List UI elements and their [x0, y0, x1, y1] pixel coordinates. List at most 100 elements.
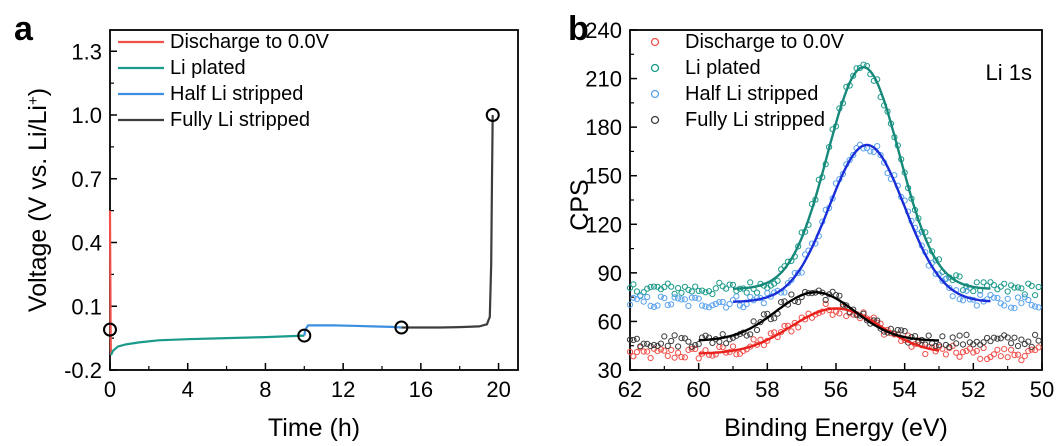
panel-b-legend-label: Fully Li stripped [685, 109, 825, 131]
panel-b-data-point [990, 282, 998, 289]
panel-b-data-point [1001, 346, 1008, 353]
panel-a-state-marker [297, 328, 312, 343]
panel-b-data-point [692, 294, 699, 301]
panel-b-data-point [778, 299, 785, 306]
panel-a-legend-label: Discharge to 0.0V [170, 31, 330, 53]
panel-b-data-point [750, 318, 757, 325]
panel-b-data-point [980, 279, 987, 286]
panel-a-x-axis-title: Time (h) [268, 414, 360, 442]
panel-a-x-tick-label: 0 [104, 377, 116, 402]
panel-b-data-point [630, 294, 637, 301]
panel-a: a 0 4 8 12 16 20 -0.2 0.1 0.4 0.7 1.0 1.3 Discharge… [14, 10, 519, 442]
panel-a-plot-frame [109, 29, 519, 371]
panel-b-data-point [1021, 353, 1028, 360]
panel-b-data-point [671, 290, 678, 297]
panel-b-data-point [626, 336, 634, 343]
panel-b-y-tick-label: 120 [585, 212, 622, 237]
panel-b-data-point [733, 293, 740, 300]
panel-b-data-point [675, 285, 682, 292]
panel-a-y-tick-label: 0.4 [71, 231, 102, 256]
panel-b-data-point [626, 301, 634, 308]
panel-b-data-point [959, 287, 967, 294]
panel-b-data-point [719, 344, 726, 351]
panel-b-data-point [675, 343, 682, 350]
panel-a-legend-label: Half Li stripped [170, 83, 303, 105]
panel-b-data-point [705, 304, 713, 311]
panel-a-legend: Discharge to 0.0V Li plated Half Li stripp… [118, 31, 330, 131]
panel-b-data-point [1004, 334, 1011, 341]
panel-b-data-point [657, 340, 665, 347]
panel-b-data-point [712, 285, 719, 292]
panel-b-data-point [987, 279, 994, 286]
panel-b-data-point [743, 332, 750, 339]
panel-b-fit-line-0 [698, 307, 940, 355]
panel-a-x-tick-label: 4 [182, 377, 194, 402]
panel-b-data-point [650, 303, 658, 310]
panel-b-data-point [997, 335, 1004, 342]
panel-b-data-point [747, 279, 754, 286]
panel-b-fit-line-2 [733, 143, 991, 303]
panel-b-data-point [959, 297, 967, 304]
panel-b-data-point [949, 334, 956, 341]
panel-b-x-tick-label: 56 [824, 377, 848, 402]
panel-b-data-point [729, 343, 737, 350]
panel-b-data-point [1032, 303, 1039, 310]
panel-b-data-point [990, 351, 998, 358]
panel-b-data-point [1032, 331, 1039, 338]
panel-b-data-point [647, 354, 654, 362]
panel-b-data-point [987, 291, 994, 299]
panel-b-data-point [959, 341, 967, 348]
panel-b-data-point [626, 348, 634, 355]
panel-b-data-point [939, 345, 946, 352]
panel-b-data-point [723, 304, 730, 311]
panel-b-data-point [1028, 346, 1035, 353]
panel-b-legend-marker [650, 63, 660, 73]
panel-b-data-point [836, 292, 843, 299]
panel-b-data-point [980, 344, 987, 352]
panel-a-state-marker [394, 320, 409, 335]
panel-b-data-point [695, 341, 702, 348]
panel-b-data-point [716, 279, 723, 286]
panel-b-legend: Discharge to 0.0V Li plated Half Li stripp… [650, 31, 845, 131]
panel-b-data-point [956, 353, 963, 360]
panel-b-data-point [970, 288, 977, 295]
panel-b-data-point [657, 293, 665, 300]
panel-b-plot-frame [629, 29, 1043, 371]
panel-b-data-point [671, 332, 678, 339]
panel-b-y-tick-label: 150 [585, 164, 622, 189]
panel-b-data-point [788, 328, 795, 335]
panel-b-data-point [1018, 285, 1025, 292]
panel-b-data-point [661, 347, 668, 354]
panel-b-data-point [997, 353, 1004, 360]
panel-b-data-point [925, 332, 932, 339]
panel-a-y-tick-label: 1.0 [71, 103, 102, 128]
panel-b-data-point [771, 315, 778, 322]
panel-b-data-point [681, 354, 689, 361]
panel-a-series-layer [108, 114, 494, 356]
panel-b-data-point [709, 302, 716, 309]
panel-b-data-point [1032, 292, 1039, 299]
panel-b-data-point [695, 355, 702, 362]
panel-b-data-point [685, 286, 692, 293]
panel-b-data-point [932, 342, 939, 350]
panel-b-data-point [671, 294, 678, 301]
panel-b-data-point [664, 342, 671, 349]
panel-b-data-point [681, 296, 689, 303]
panel-b-data-point [877, 152, 884, 159]
panel-b-annotation: Li 1s [986, 60, 1032, 85]
panel-b-data-point [959, 349, 967, 356]
panel-b-data-point [661, 295, 668, 302]
panel-b-data-point [1008, 340, 1015, 347]
panel-b-data-point [1025, 296, 1032, 304]
panel-a-markers [103, 108, 500, 343]
panel-b-data-point [699, 287, 706, 294]
panel-b-data-point [753, 326, 761, 334]
panel-b-data-point [942, 276, 950, 283]
panel-b-data-point [675, 349, 682, 356]
panel-b-data-point [822, 296, 829, 304]
panel-b-data-point [990, 294, 998, 301]
panel-a-x-tick-label: 12 [331, 377, 355, 402]
panel-b-ticks: 62 60 58 56 54 52 50 30 60 90 120 150 180 210 240 [585, 18, 1054, 402]
panel-b-data-point [1018, 357, 1025, 364]
panel-b-data-point [973, 347, 980, 355]
